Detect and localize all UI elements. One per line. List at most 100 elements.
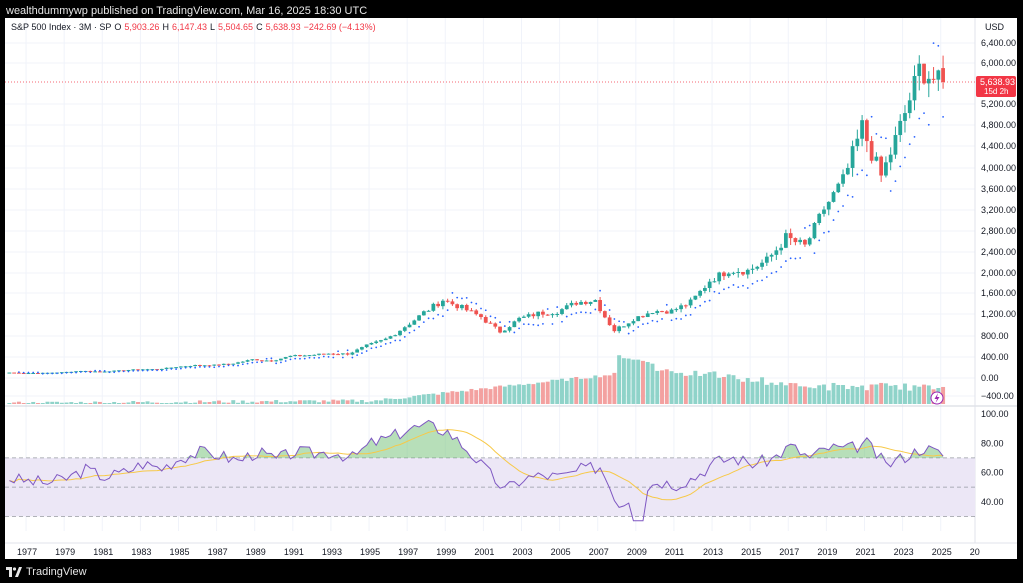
candle — [517, 317, 521, 322]
candle — [526, 314, 531, 317]
volume-bar — [817, 385, 822, 404]
candle — [841, 174, 845, 184]
lightning-icon[interactable] — [930, 391, 944, 405]
time-axis-label: 2013 — [703, 547, 723, 557]
volume-bar — [417, 395, 422, 404]
volume-bar — [812, 388, 817, 404]
sar-dot — [141, 369, 144, 372]
sar-dot — [294, 357, 297, 360]
candle — [317, 353, 321, 355]
sar-dot — [718, 292, 721, 295]
sar-dot — [661, 318, 663, 320]
sar-dot — [794, 257, 797, 260]
volume-bar — [550, 379, 555, 404]
volume-bar — [836, 385, 841, 404]
chart-area[interactable]: USD 6,400.00 6,000.00 5,200.00 4,800.00 4,400… — [5, 18, 1017, 559]
candle — [383, 338, 388, 341]
candle — [393, 335, 398, 337]
sar-dot — [518, 327, 521, 330]
sar-dot — [218, 365, 220, 368]
sar-dot — [646, 322, 649, 325]
sar-dot — [503, 325, 506, 327]
candle — [12, 372, 17, 374]
sar-dot — [332, 356, 335, 359]
sar-dot — [265, 357, 268, 360]
time-axis-label: 2017 — [779, 547, 799, 557]
sar-dot — [632, 329, 635, 332]
candle — [555, 313, 560, 315]
candle — [774, 250, 779, 255]
symbol-title[interactable]: S&P 500 Index · 3M · SP — [11, 22, 112, 32]
price-tick-label: 4,400.00 — [981, 141, 1016, 151]
volume-bar — [869, 384, 874, 404]
candle — [259, 360, 264, 362]
sar-dot — [918, 117, 921, 120]
sar-dot — [870, 115, 873, 118]
candle — [798, 239, 803, 243]
volume-bar — [798, 386, 803, 404]
volume-bar — [336, 400, 341, 404]
volume-bar — [412, 395, 417, 404]
sar-dot — [904, 156, 906, 159]
price-tick-label: 6,400.00 — [981, 38, 1016, 48]
sar-dot — [713, 290, 716, 293]
sar-dot — [79, 371, 82, 373]
volume-bar — [602, 375, 607, 404]
time-axis-label: 1983 — [131, 547, 151, 557]
volume-bar — [97, 401, 102, 404]
volume-bar — [764, 384, 769, 404]
sar-dot — [51, 372, 54, 375]
candle — [807, 238, 812, 245]
candle — [264, 360, 269, 362]
sar-dot — [680, 318, 682, 320]
volume-bar — [864, 390, 869, 404]
parabolic-sar — [18, 42, 944, 375]
volume-bar — [702, 373, 707, 404]
volume-bar — [841, 385, 846, 404]
sar-dot — [656, 320, 659, 323]
candle — [240, 361, 245, 363]
volume-bar — [717, 377, 722, 404]
candle — [645, 313, 650, 318]
candle — [636, 316, 641, 322]
volume-bar — [526, 383, 531, 404]
volume-bar — [207, 402, 212, 404]
sar-dot — [499, 321, 501, 324]
candle — [288, 355, 293, 358]
volume-bar — [883, 383, 888, 404]
candle — [874, 156, 879, 161]
sar-dot — [194, 366, 197, 369]
time-axis-label: 2005 — [551, 547, 571, 557]
candle — [726, 273, 731, 277]
footer-brand[interactable]: TradingView — [26, 566, 87, 578]
candle — [178, 366, 183, 368]
volume-bar — [598, 377, 603, 404]
sar-dot — [380, 345, 382, 348]
sar-dot — [113, 371, 116, 374]
sar-dot — [60, 372, 63, 375]
sar-dot — [346, 349, 349, 352]
sar-dot — [327, 355, 330, 358]
candle — [788, 233, 793, 239]
sar-dot — [804, 227, 806, 229]
sar-dot — [284, 360, 287, 362]
candle — [893, 135, 898, 155]
candle — [926, 78, 931, 84]
volume-bar — [674, 373, 679, 404]
candle — [488, 322, 493, 324]
volume-bar — [378, 400, 383, 404]
volume-bar — [579, 378, 584, 404]
volume-bar — [55, 401, 60, 404]
sar-dot — [132, 370, 135, 372]
candle — [159, 368, 164, 370]
candle — [641, 316, 645, 318]
chart-canvas[interactable]: USD 6,400.00 6,000.00 5,200.00 4,800.00 4,400… — [5, 18, 1017, 559]
sar-dot — [275, 362, 278, 365]
sar-dot — [370, 347, 373, 350]
candle — [207, 365, 212, 367]
sar-dot — [384, 343, 387, 345]
candle — [717, 272, 722, 282]
volume-bar — [278, 402, 283, 404]
price-tick-label: 3,200.00 — [981, 205, 1016, 215]
sar-dot — [613, 318, 616, 320]
